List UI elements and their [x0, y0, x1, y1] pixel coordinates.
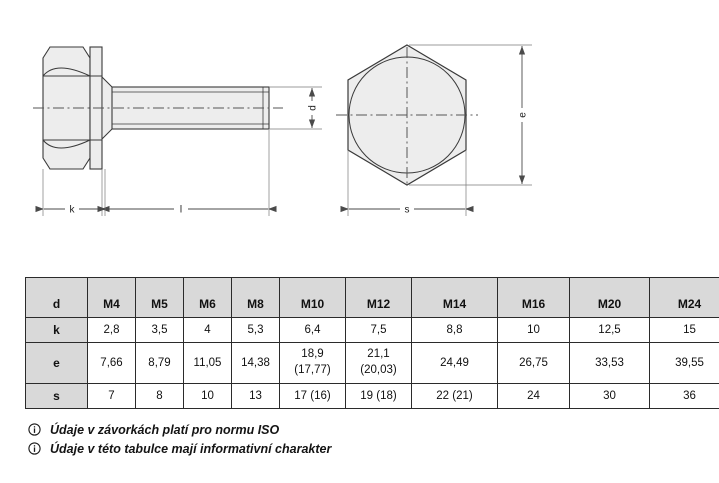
footnotes-list: Údaje v závorkách platí pro normu ISO Úd…	[28, 420, 628, 458]
header-cell-m10: M10	[279, 277, 346, 318]
e-dimension-label: e	[518, 112, 529, 118]
header-cell-m16: M16	[497, 277, 570, 318]
cell-s-m10: 17 (16)	[279, 383, 346, 409]
cell-s-m5: 8	[135, 383, 184, 409]
table-row-e: e 7,66 8,79 11,05 14,38 18,9 (17,77) 21,…	[25, 342, 719, 384]
cell-s-m4: 7	[87, 383, 136, 409]
cell-k-m4: 2,8	[87, 317, 136, 343]
footnote-iso-text: Údaje v závorkách platí pro normu ISO	[50, 422, 280, 437]
header-cell-m4: M4	[87, 277, 136, 318]
info-circle-icon	[28, 442, 41, 455]
head-chamfer-top	[42, 67, 91, 77]
l-dimension-label: l	[180, 205, 182, 216]
head-chamfer-bottom	[42, 139, 91, 149]
row-label-e: e	[25, 342, 88, 384]
cell-e-m12: 21,1 (20,03)	[345, 342, 412, 384]
bolt-dimension-table: d M4 M5 M6 M8 M10 M12 M14 M16 M20 M24 k …	[25, 277, 719, 409]
cell-s-m6: 10	[183, 383, 232, 409]
hex-bolt-side-view: d k l	[33, 46, 322, 216]
drawings-svg: d k l	[33, 44, 532, 216]
cell-s-m14: 22 (21)	[411, 383, 498, 409]
cell-k-m5: 3,5	[135, 317, 184, 343]
header-cell-m6: M6	[183, 277, 232, 318]
cell-k-m8: 5,3	[231, 317, 280, 343]
k-dimension-label: k	[70, 205, 76, 216]
cell-e-m6: 11,05	[183, 342, 232, 384]
e-dimension-label-group: e	[516, 108, 529, 122]
cell-e-m12-iso: (20,03)	[360, 364, 397, 376]
d-dimension-label: d	[308, 105, 319, 111]
table-row-s: s 7 8 10 13 17 (16) 19 (18) 22 (21) 24 3…	[25, 383, 719, 409]
k-dimension-label-group: k	[65, 203, 79, 216]
cell-e-m10-iso: (17,77)	[294, 364, 331, 376]
row-label-k: k	[25, 317, 88, 343]
cell-k-m14: 8,8	[411, 317, 498, 343]
footnote-iso: Údaje v závorkách platí pro normu ISO	[28, 420, 628, 439]
cell-e-m24: 39,55	[649, 342, 719, 384]
cell-s-m12: 19 (18)	[345, 383, 412, 409]
header-cell-m20: M20	[569, 277, 650, 318]
cell-e-m10-primary: 18,9	[301, 348, 324, 361]
cell-k-m6: 4	[183, 317, 232, 343]
dimension-table-container: d M4 M5 M6 M8 M10 M12 M14 M16 M20 M24 k …	[25, 277, 719, 409]
cell-k-m24: 15	[649, 317, 719, 343]
cell-e-m8: 14,38	[231, 342, 280, 384]
info-circle-icon	[28, 423, 41, 436]
cell-e-m4: 7,66	[87, 342, 136, 384]
cell-s-m20: 30	[569, 383, 650, 409]
cell-e-m10: 18,9 (17,77)	[279, 342, 346, 384]
header-cell-m24: M24	[649, 277, 719, 318]
cell-e-m20: 33,53	[569, 342, 650, 384]
cell-e-m14: 24,49	[411, 342, 498, 384]
cell-s-m16: 24	[497, 383, 570, 409]
row-label-s: s	[25, 383, 88, 409]
footnote-informative-text: Údaje v této tabulce mají informativní c…	[50, 441, 332, 456]
cell-e-m16: 26,75	[497, 342, 570, 384]
hex-bolt-head-view: e s	[336, 44, 532, 216]
cell-k-m10: 6,4	[279, 317, 346, 343]
l-dimension-label-group: l	[174, 203, 188, 216]
header-cell-d: d	[25, 277, 88, 318]
technical-drawings-area: d k l	[33, 44, 532, 216]
s-dimension-label: s	[405, 205, 410, 216]
cell-s-m24: 36	[649, 383, 719, 409]
footnote-informative: Údaje v této tabulce mají informativní c…	[28, 439, 628, 458]
table-row-k: k 2,8 3,5 4 5,3 6,4 7,5 8,8 10 12,5 15	[25, 317, 719, 343]
header-cell-m14: M14	[411, 277, 498, 318]
cell-k-m16: 10	[497, 317, 570, 343]
table-header-row: d M4 M5 M6 M8 M10 M12 M14 M16 M20 M24	[25, 277, 719, 318]
header-cell-m5: M5	[135, 277, 184, 318]
header-cell-m12: M12	[345, 277, 412, 318]
s-dimension-label-group: s	[400, 203, 414, 216]
cell-s-m8: 13	[231, 383, 280, 409]
d-dimension-label-group: d	[306, 101, 319, 115]
cell-e-m12-primary: 21,1	[367, 348, 390, 361]
cell-k-m12: 7,5	[345, 317, 412, 343]
header-cell-m8: M8	[231, 277, 280, 318]
cell-e-m5: 8,79	[135, 342, 184, 384]
cell-k-m20: 12,5	[569, 317, 650, 343]
